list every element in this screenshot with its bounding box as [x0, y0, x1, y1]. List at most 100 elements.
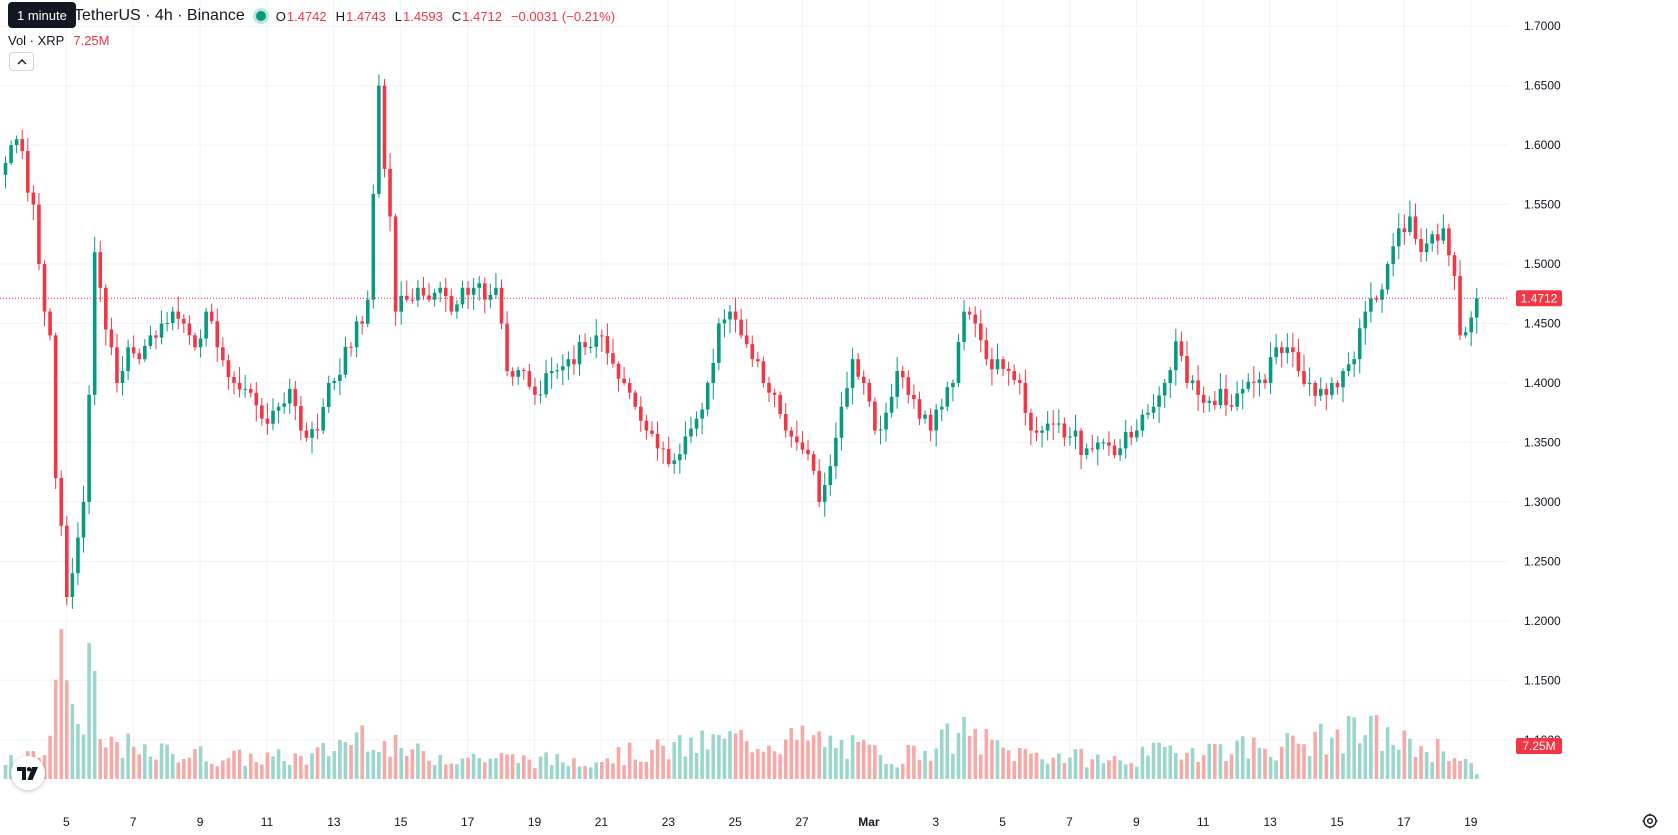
volume-bar [895, 767, 899, 779]
volume-bar [1040, 759, 1044, 779]
volume-bar [1279, 746, 1284, 779]
low-value: 1.4593 [403, 8, 443, 24]
volume-bar [510, 754, 515, 779]
volume-bar [984, 729, 989, 779]
candle-body [1452, 255, 1457, 276]
tradingview-logo-icon [17, 766, 38, 780]
volume-bar [109, 736, 114, 779]
candle [92, 236, 97, 406]
open-label: O [275, 8, 286, 24]
volume-bar [404, 755, 409, 779]
candle [1196, 365, 1200, 412]
price-tick-label: 1.2500 [1524, 554, 1561, 568]
candle [182, 314, 186, 333]
candle [689, 416, 693, 444]
candle-body [1157, 395, 1161, 407]
candle [1396, 213, 1401, 260]
volume-bar [1213, 743, 1217, 779]
candle-body [655, 433, 660, 449]
candle [1168, 366, 1173, 398]
candle-body [923, 414, 927, 419]
candle [1213, 391, 1217, 411]
candle [655, 421, 660, 461]
candle [956, 333, 961, 387]
volume-bar [912, 745, 916, 779]
last-price-badge [1516, 290, 1562, 307]
volume-bar [633, 759, 638, 779]
candle [304, 422, 309, 442]
volume-bar [143, 744, 147, 779]
volume-label[interactable]: Vol · XRP [8, 32, 65, 48]
candle [310, 421, 314, 454]
volume-bar [1257, 747, 1262, 779]
volume-bar [566, 765, 571, 779]
candle [1179, 331, 1184, 362]
candle [1096, 436, 1100, 466]
volume-bar [338, 740, 342, 779]
candle [265, 403, 270, 435]
candle-body [544, 373, 548, 395]
volume-bar [466, 757, 470, 779]
price-tick-label: 1.4000 [1524, 376, 1561, 390]
candle [215, 308, 220, 362]
candle [1045, 411, 1050, 441]
price-tick-label: 1.2000 [1524, 614, 1561, 628]
candle [1101, 438, 1106, 450]
volume-bar [1207, 743, 1212, 779]
volume-bar [126, 733, 130, 779]
candle-body [193, 335, 197, 348]
candle-body [182, 318, 186, 324]
candle [906, 370, 911, 404]
symbol-title[interactable]: TetherUS · 4h · Binance [74, 7, 245, 24]
candle [1296, 338, 1301, 377]
volume-bar [772, 751, 777, 779]
candle-body [527, 371, 532, 387]
volume-bar [76, 724, 80, 779]
volume-bar [198, 746, 203, 779]
candle-body [1463, 332, 1468, 336]
candle-body [694, 418, 699, 429]
volume-bar [705, 749, 710, 779]
candle-body [282, 403, 286, 407]
collapse-legend-button[interactable] [9, 52, 34, 71]
candle-body [25, 151, 30, 193]
volume-bar [81, 734, 86, 779]
candle [126, 339, 130, 381]
candle [76, 522, 80, 586]
time-tick-label: 3 [932, 815, 939, 829]
volume-bar [516, 762, 521, 779]
candle-body [795, 436, 799, 443]
volume-bar [1335, 729, 1340, 779]
volume-bar [1296, 743, 1301, 779]
tradingview-logo[interactable] [11, 756, 45, 790]
volume-bar [767, 745, 771, 779]
volume-bar [260, 764, 264, 779]
candle-body [1424, 243, 1429, 253]
candle [538, 380, 543, 404]
candle [148, 325, 153, 349]
candle-body [1263, 379, 1267, 383]
volume-bar [421, 751, 426, 779]
candle [1112, 439, 1117, 459]
volume-bar [756, 749, 760, 779]
candle [544, 359, 548, 398]
gear-icon[interactable] [1641, 812, 1659, 830]
candle-body [906, 377, 911, 395]
candle-body [76, 537, 80, 574]
candle [533, 377, 537, 406]
volume-bar [115, 741, 119, 779]
candle [70, 558, 75, 609]
candle [1185, 341, 1189, 389]
volume-bar [388, 756, 392, 779]
volume-bar [572, 758, 576, 779]
candle-body [577, 342, 582, 365]
volume-bar [59, 629, 64, 779]
volume-bar [131, 746, 136, 779]
candle [455, 299, 459, 319]
candle-body [248, 388, 253, 393]
candle-body [884, 412, 888, 430]
candle [505, 311, 509, 377]
volume-bar [1274, 760, 1278, 779]
time-tick-label: 19 [528, 815, 542, 829]
